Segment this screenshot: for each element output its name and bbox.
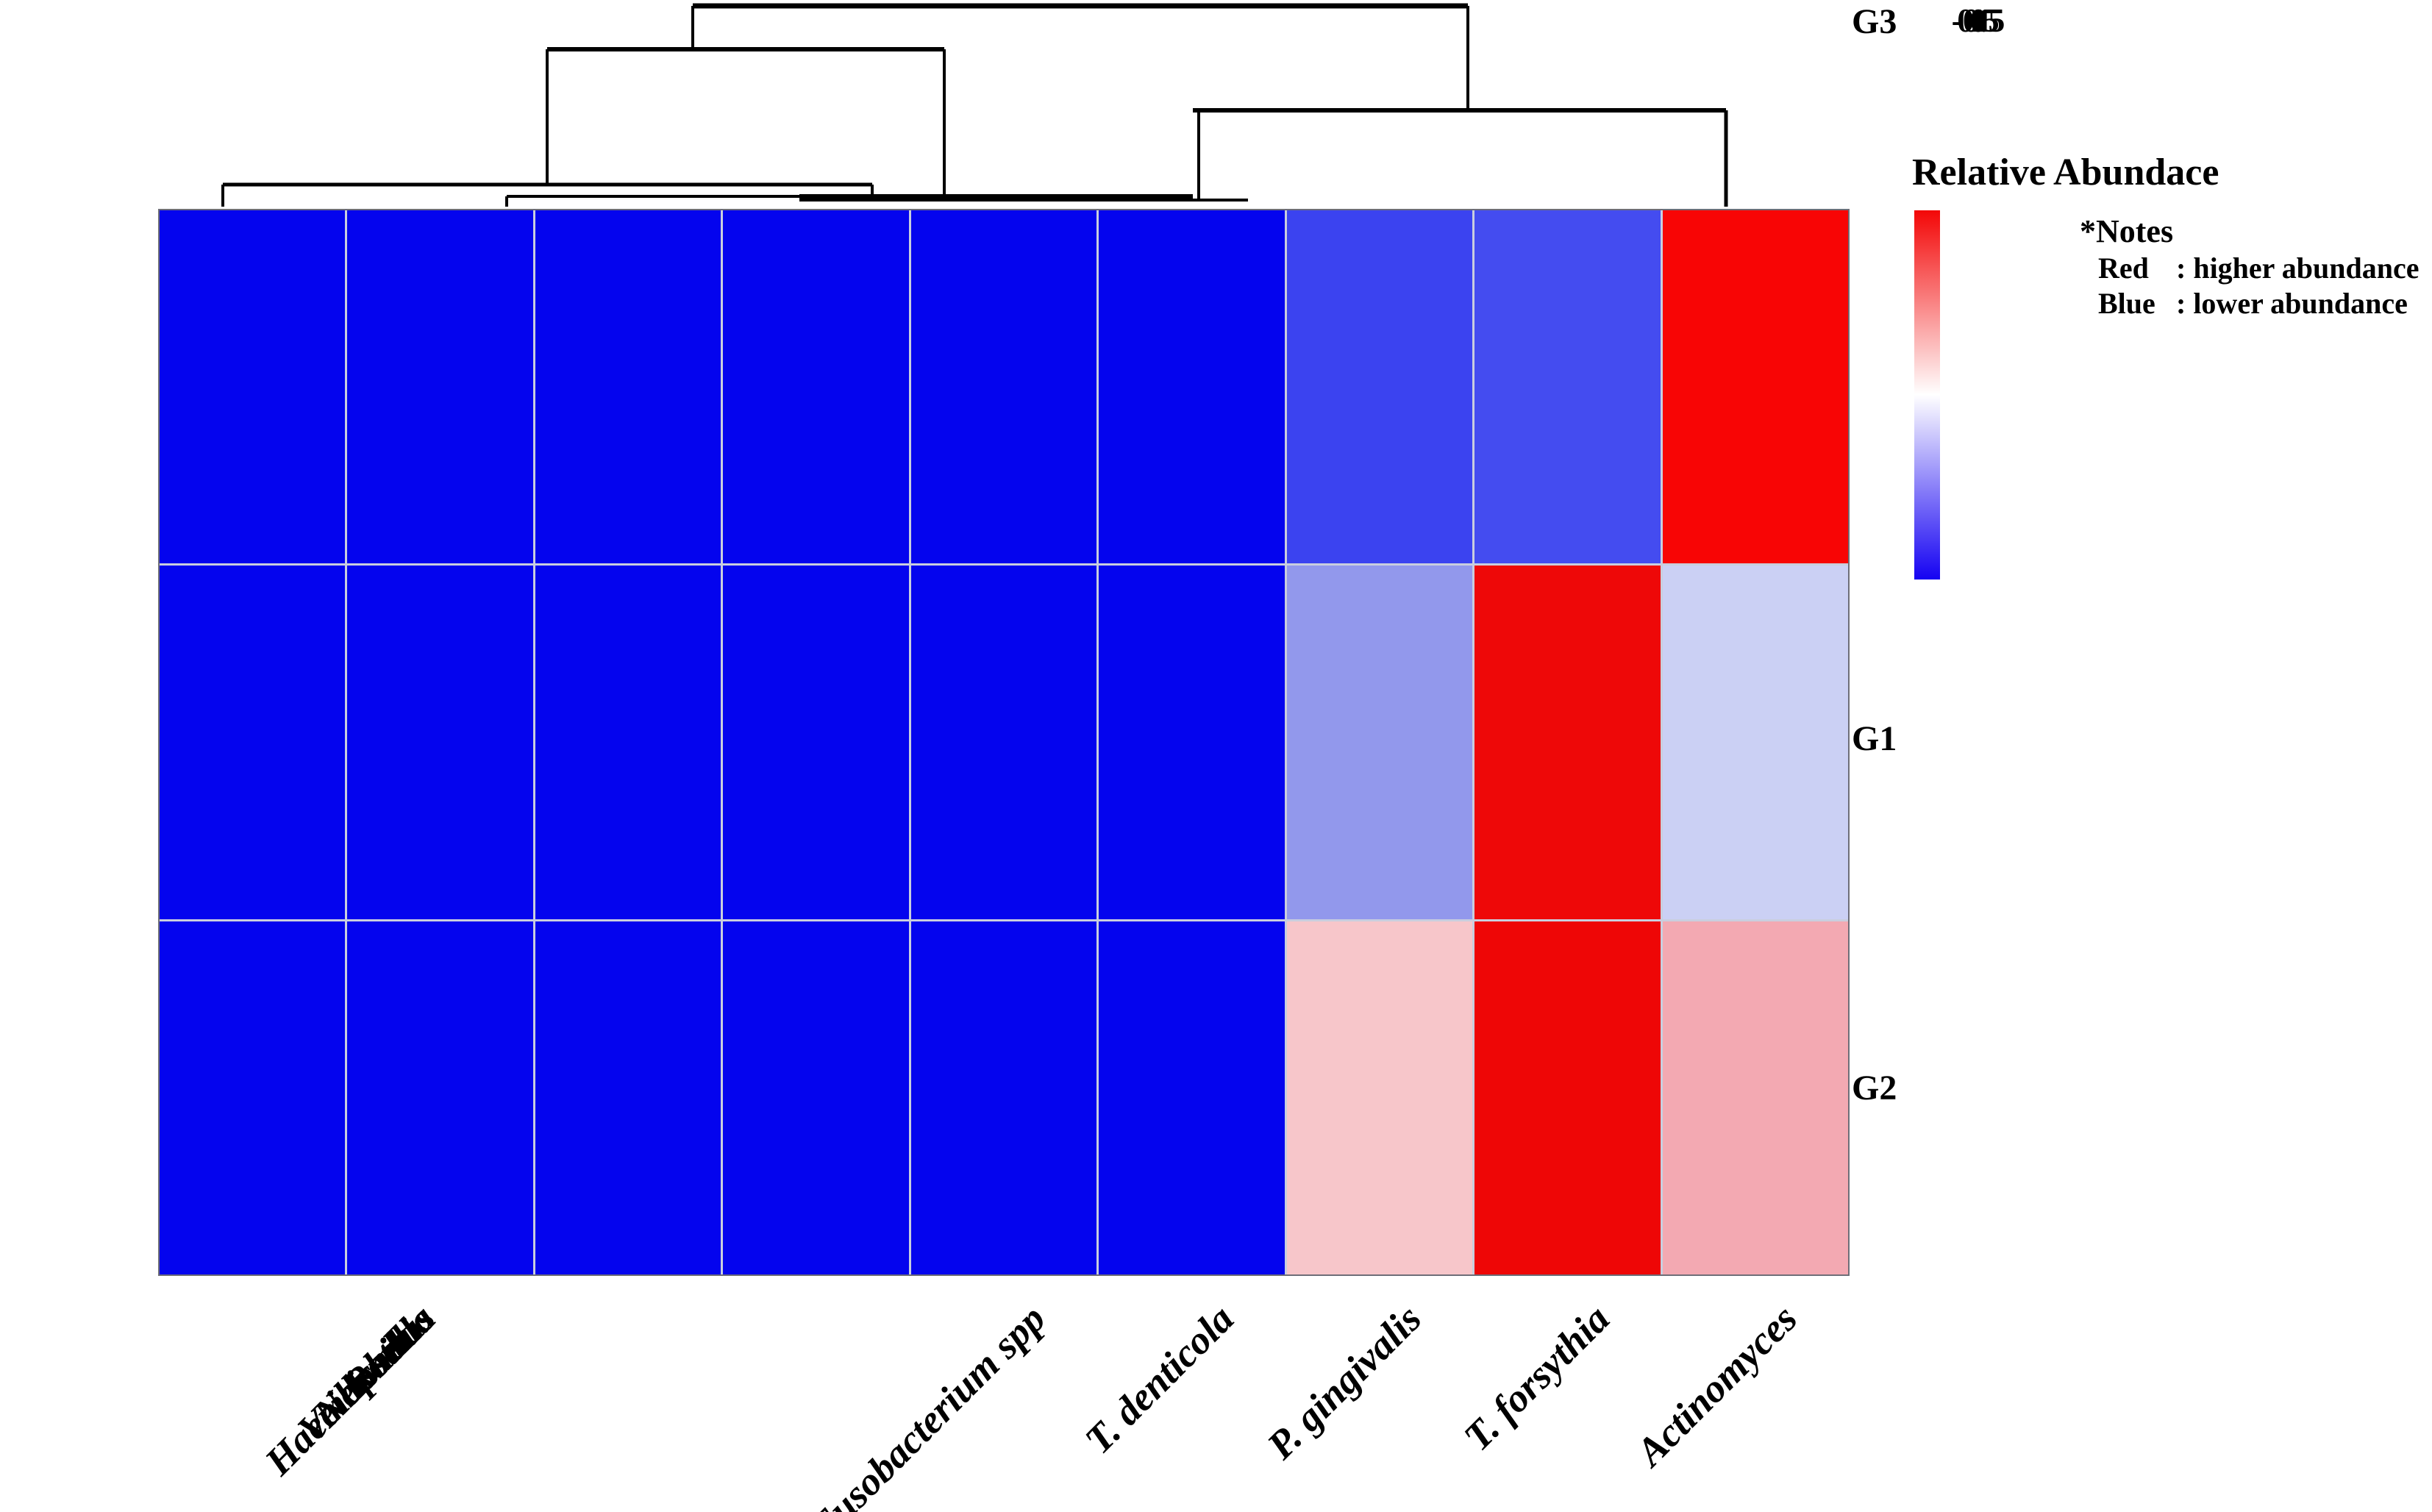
heatmap-cell [1286,921,1473,1274]
heatmap-cell [910,210,1097,564]
heatmap-cell [723,210,909,564]
heatmap-cell [535,210,721,564]
heatmap-cell [535,921,721,1274]
colorbar-tick-05: 0.5 [1957,1,2000,39]
colorbar-tick-1: 1 [1969,1,1987,39]
notes-block: *Notes Red : higher abundance Blue : lower… [2080,213,2419,321]
heatmap [158,209,1850,1276]
heatmap-cell [1662,210,1848,564]
heatmap-cell [910,566,1097,919]
heatmap-cell [910,921,1097,1274]
heatmap-cell [347,566,533,919]
heatmap-cell [160,566,346,919]
heatmap-cell [1099,566,1285,919]
notes-desc-blue: : lower abundance [2176,287,2408,320]
notes-heading: *Notes [2080,213,2174,249]
heatmap-cell [160,210,346,564]
legend-title: Relative Abundace [1912,151,2219,193]
row-label-g2: G2 [1852,1069,1897,1108]
row-label-g1: G1 [1852,719,1897,758]
heatmap-cell [1474,210,1661,564]
colorbar-tick-neg1: -1 [1964,1,1993,39]
colorbar-tick-neg05: -0.5 [1951,1,2005,39]
heatmap-cell [1474,566,1661,919]
notes-item-blue: Blue : lower abundance [2098,286,2419,321]
colorbar-gradient [1914,210,1940,580]
notes-desc-red: : higher abundance [2176,252,2419,285]
notes-term-blue: Blue [2098,287,2155,320]
heatmap-cell [1286,210,1473,564]
heatmap-cell [1662,921,1848,1274]
heatmap-cell [723,921,909,1274]
heatmap-cell [1286,566,1473,919]
heatmap-cell [160,921,346,1274]
heatmap-cell [1474,921,1661,1274]
heatmap-cell [723,566,909,919]
heatmap-cell [1099,921,1285,1274]
colorbar-tick-0: 0 [1969,1,1987,39]
row-label-g3: G3 [1852,2,1897,41]
notes-term-red: Red [2098,252,2149,285]
heatmap-cell [535,566,721,919]
notes-item-red: Red : higher abundance [2098,251,2419,286]
heatmap-cell [1662,566,1848,919]
heatmap-cell [1099,210,1285,564]
heatmap-cell [347,210,533,564]
heatmap-cell [347,921,533,1274]
